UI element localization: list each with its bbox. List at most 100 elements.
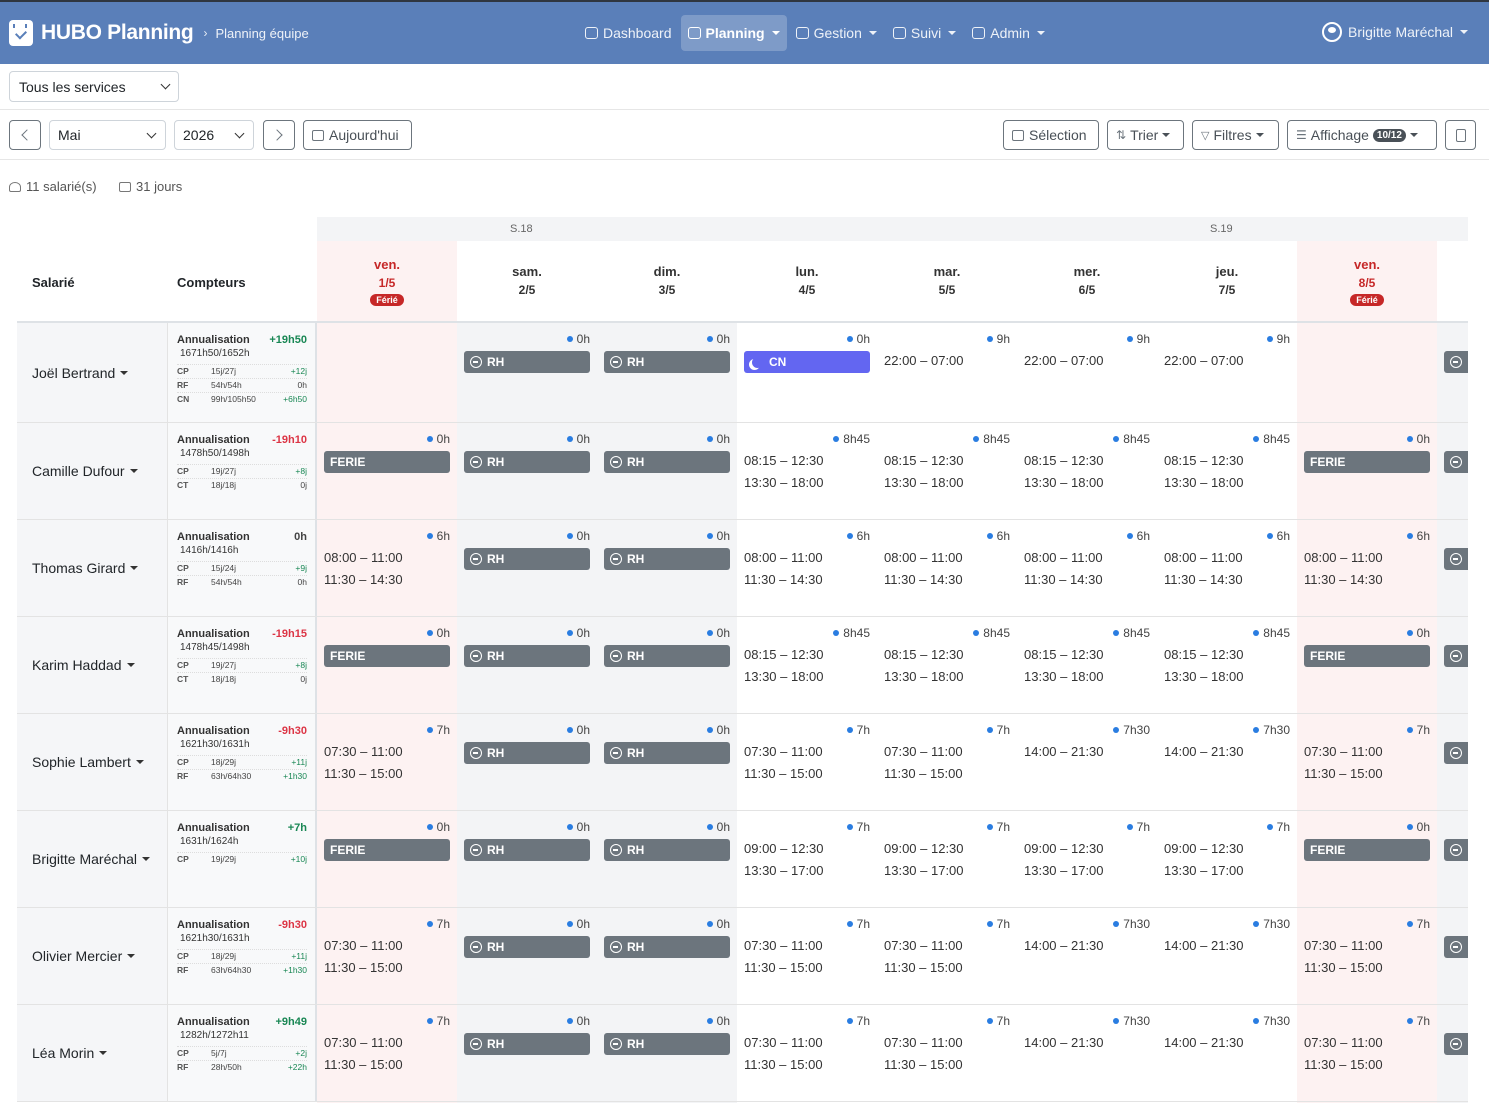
employee-name-menu[interactable]: Olivier Mercier (17, 908, 168, 1004)
absence-chip[interactable] (1444, 451, 1468, 473)
export-excel-button[interactable] (1445, 120, 1476, 150)
planning-cell[interactable]: 9h 22:00 – 07:00 (1157, 323, 1297, 422)
absence-chip[interactable]: RH (464, 936, 590, 958)
day-header[interactable]: ven. 1/5 Férié (317, 241, 457, 321)
planning-cell[interactable]: 7h 07:30 – 11:00 11:30 – 15:00 (1297, 908, 1437, 1004)
planning-cell[interactable]: 7h30 14:00 – 21:30 (1157, 908, 1297, 1004)
planning-cell[interactable]: 8h45 08:15 – 12:30 13:30 – 18:00 (737, 617, 877, 713)
planning-cell[interactable]: 0h FERIE (1297, 811, 1437, 907)
planning-cell[interactable]: 6h 08:00 – 11:00 11:30 – 14:30 (1017, 520, 1157, 616)
services-select[interactable]: Tous les services (9, 71, 179, 102)
employee-name-menu[interactable]: Léa Morin (17, 1005, 168, 1101)
planning-cell-partial[interactable] (1437, 714, 1468, 810)
planning-cell[interactable]: 8h45 08:15 – 12:30 13:30 – 18:00 (737, 423, 877, 519)
absence-chip[interactable] (1444, 742, 1468, 764)
absence-chip[interactable]: RH (604, 645, 730, 667)
planning-cell[interactable]: 7h 07:30 – 11:00 11:30 – 15:00 (1297, 714, 1437, 810)
planning-cell[interactable]: 7h 07:30 – 11:00 11:30 – 15:00 (877, 1005, 1017, 1101)
planning-cell[interactable]: 7h 09:00 – 12:30 13:30 – 17:00 (877, 811, 1017, 907)
planning-cell[interactable]: 0h RH (457, 908, 597, 1004)
planning-cell-partial[interactable] (1437, 323, 1468, 422)
employee-name-menu[interactable]: Joël Bertrand (17, 323, 168, 422)
absence-chip[interactable] (1444, 1033, 1468, 1055)
planning-cell[interactable]: 7h 07:30 – 11:00 11:30 – 15:00 (877, 908, 1017, 1004)
planning-cell[interactable]: 7h30 14:00 – 21:30 (1157, 714, 1297, 810)
planning-cell[interactable]: 7h 07:30 – 11:00 11:30 – 15:00 (737, 714, 877, 810)
absence-chip[interactable]: RH (604, 839, 730, 861)
today-button[interactable]: Aujourd'hui (303, 120, 412, 150)
employee-name-menu[interactable]: Brigitte Maréchal (17, 811, 168, 907)
planning-cell[interactable]: 0h RH (597, 617, 737, 713)
absence-chip[interactable]: RH (604, 548, 730, 570)
prev-month-button[interactable] (9, 120, 41, 150)
planning-cell[interactable]: 0h RH (597, 908, 737, 1004)
planning-cell[interactable]: 8h45 08:15 – 12:30 13:30 – 18:00 (1017, 423, 1157, 519)
absence-chip[interactable]: RH (464, 351, 590, 373)
planning-cell[interactable]: 7h 07:30 – 11:00 11:30 – 15:00 (317, 1005, 457, 1101)
absence-chip[interactable]: RH (464, 839, 590, 861)
planning-cell[interactable] (1297, 323, 1437, 422)
planning-cell[interactable]: 7h 07:30 – 11:00 11:30 – 15:00 (317, 714, 457, 810)
planning-cell[interactable]: 0h FERIE (317, 617, 457, 713)
planning-cell[interactable]: 0h RH (597, 1005, 737, 1101)
nav-dashboard[interactable]: Dashboard (578, 15, 679, 51)
day-header[interactable]: dim. 3/5 (597, 241, 737, 321)
absence-chip[interactable] (1444, 645, 1468, 667)
absence-chip[interactable]: FERIE (1304, 839, 1430, 861)
planning-cell[interactable]: 7h 09:00 – 12:30 13:30 – 17:00 (737, 811, 877, 907)
planning-cell[interactable]: 0h CN (737, 323, 877, 422)
planning-cell[interactable]: 8h45 08:15 – 12:30 13:30 – 18:00 (877, 617, 1017, 713)
user-menu[interactable]: Brigitte Maréchal (1322, 22, 1469, 42)
display-button[interactable]: ☰ Affichage 10/12 (1287, 120, 1437, 150)
planning-cell[interactable]: 6h 08:00 – 11:00 11:30 – 14:30 (317, 520, 457, 616)
planning-cell[interactable]: 6h 08:00 – 11:00 11:30 – 14:30 (737, 520, 877, 616)
planning-cell-partial[interactable] (1437, 1005, 1468, 1101)
planning-cell[interactable]: 7h 07:30 – 11:00 11:30 – 15:00 (877, 714, 1017, 810)
year-select[interactable]: 2026 (174, 120, 254, 150)
absence-chip[interactable]: RH (464, 742, 590, 764)
planning-cell[interactable]: 8h45 08:15 – 12:30 13:30 – 18:00 (1157, 423, 1297, 519)
planning-cell[interactable]: 0h FERIE (317, 811, 457, 907)
absence-chip[interactable]: FERIE (324, 451, 450, 473)
planning-cell-partial[interactable] (1437, 520, 1468, 616)
absence-chip[interactable] (1444, 548, 1468, 570)
employee-name-menu[interactable]: Camille Dufour (17, 423, 168, 519)
day-header[interactable]: mar. 5/5 (877, 241, 1017, 321)
planning-cell[interactable]: 0h RH (457, 323, 597, 422)
day-header[interactable]: lun. 4/5 (737, 241, 877, 321)
sort-button[interactable]: ⇅ Trier (1107, 120, 1184, 150)
employee-name-menu[interactable]: Thomas Girard (17, 520, 168, 616)
employee-name-menu[interactable]: Karim Haddad (17, 617, 168, 713)
absence-chip[interactable]: FERIE (324, 839, 450, 861)
planning-cell-partial[interactable] (1437, 908, 1468, 1004)
planning-cell[interactable] (317, 323, 457, 422)
brand[interactable]: HUBO Planning › Planning équipe (9, 20, 309, 46)
planning-cell-partial[interactable] (1437, 617, 1468, 713)
day-header[interactable]: sam. 2/5 (457, 241, 597, 321)
absence-chip[interactable]: FERIE (324, 645, 450, 667)
planning-cell[interactable]: 0h RH (457, 423, 597, 519)
planning-cell[interactable]: 0h RH (457, 617, 597, 713)
planning-cell[interactable]: 8h45 08:15 – 12:30 13:30 – 18:00 (1017, 617, 1157, 713)
absence-chip[interactable]: RH (604, 742, 730, 764)
absence-chip[interactable]: FERIE (1304, 645, 1430, 667)
absence-chip[interactable]: RH (464, 451, 590, 473)
day-header[interactable]: ven. 8/5 Férié (1297, 241, 1437, 321)
planning-cell[interactable]: 7h 07:30 – 11:00 11:30 – 15:00 (737, 1005, 877, 1101)
planning-cell[interactable]: 8h45 08:15 – 12:30 13:30 – 18:00 (877, 423, 1017, 519)
day-header[interactable]: mer. 6/5 (1017, 241, 1157, 321)
planning-cell[interactable]: 6h 08:00 – 11:00 11:30 – 14:30 (1297, 520, 1437, 616)
planning-cell[interactable]: 0h FERIE (1297, 423, 1437, 519)
absence-chip[interactable]: FERIE (1304, 451, 1430, 473)
planning-cell[interactable]: 0h FERIE (1297, 617, 1437, 713)
planning-cell-partial[interactable] (1437, 811, 1468, 907)
planning-cell[interactable]: 7h 07:30 – 11:00 11:30 – 15:00 (1297, 1005, 1437, 1101)
absence-chip[interactable]: RH (604, 451, 730, 473)
planning-cell[interactable]: 0h RH (457, 714, 597, 810)
planning-cell[interactable]: 9h 22:00 – 07:00 (877, 323, 1017, 422)
absence-chip[interactable] (1444, 839, 1468, 861)
planning-cell[interactable]: 9h 22:00 – 07:00 (1017, 323, 1157, 422)
planning-cell[interactable]: 7h30 14:00 – 21:30 (1017, 1005, 1157, 1101)
nav-admin[interactable]: Admin (965, 15, 1052, 51)
planning-cell[interactable]: 7h 07:30 – 11:00 11:30 – 15:00 (737, 908, 877, 1004)
